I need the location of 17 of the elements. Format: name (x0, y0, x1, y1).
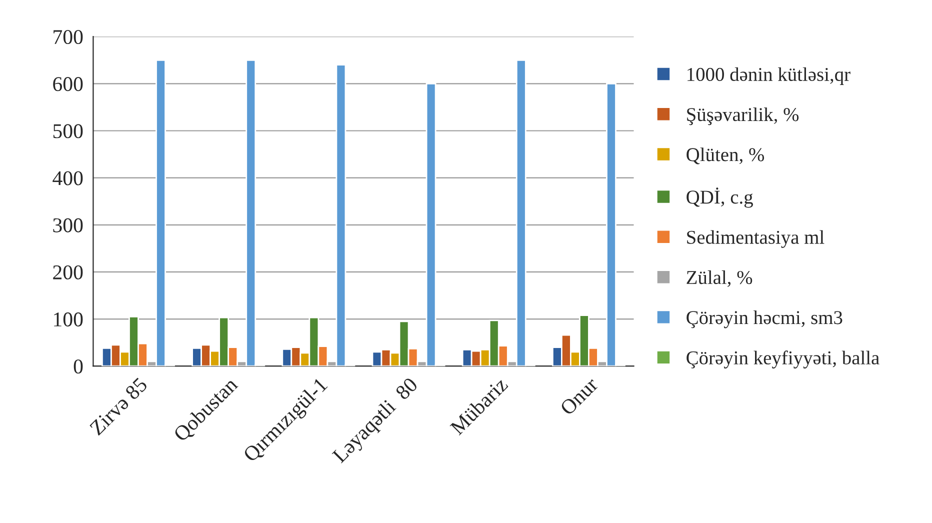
legend-label: Şüşəvarilik, % (687, 107, 799, 126)
legend-label: Sedimentasiya ml (687, 230, 824, 248)
legend-label: Qlüten, % (686, 148, 764, 164)
legend-label: Zülal, % (686, 270, 752, 287)
y-tick-label: 300 (53, 218, 83, 232)
y-tick-label: 200 (53, 265, 83, 280)
y-tick-label: 500 (53, 124, 83, 138)
x-tick-label: Onur (560, 376, 599, 416)
legend-label: Çörəyin həcmi, sm3 (686, 310, 842, 328)
y-tick-label: 0 (74, 359, 83, 374)
y-tick-label: 700 (54, 30, 83, 44)
y-tick-label: 600 (53, 77, 83, 92)
legend-label: 1000 dənin kütləsi,qr (688, 67, 850, 85)
y-tick-label: 100 (54, 312, 83, 326)
legend-label: Çörəyin keyfiyyəti, balla (686, 350, 880, 368)
y-tick-label: 400 (52, 171, 83, 186)
legend-label: QDİ, c.g (686, 188, 753, 208)
